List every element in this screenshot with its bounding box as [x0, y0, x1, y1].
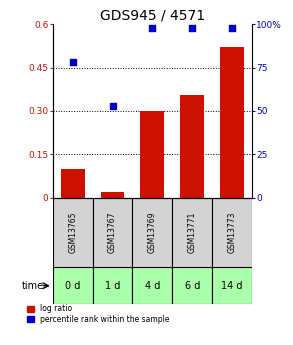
Text: GSM13771: GSM13771 — [188, 212, 197, 253]
Title: GDS945 / 4571: GDS945 / 4571 — [100, 9, 205, 23]
Text: GSM13773: GSM13773 — [228, 212, 236, 253]
Text: 14 d: 14 d — [221, 281, 243, 291]
Bar — [220, 47, 244, 198]
Text: 6 d: 6 d — [185, 281, 200, 291]
Bar — [53, 198, 93, 267]
Point — [150, 25, 155, 30]
Point — [70, 60, 75, 65]
Bar — [140, 111, 164, 198]
Bar — [180, 95, 204, 198]
Text: GSM13765: GSM13765 — [68, 212, 77, 253]
Bar — [212, 267, 252, 304]
Text: GSM13767: GSM13767 — [108, 212, 117, 253]
Bar — [100, 192, 125, 198]
Point — [110, 103, 115, 108]
Bar — [172, 198, 212, 267]
Bar — [53, 267, 93, 304]
Bar — [132, 267, 172, 304]
Text: time: time — [22, 281, 44, 291]
Legend: log ratio, percentile rank within the sample: log ratio, percentile rank within the sa… — [27, 304, 170, 324]
Bar — [93, 267, 132, 304]
Text: GSM13769: GSM13769 — [148, 212, 157, 253]
Bar — [132, 198, 172, 267]
Bar — [212, 198, 252, 267]
Text: 1 d: 1 d — [105, 281, 120, 291]
Text: 0 d: 0 d — [65, 281, 80, 291]
Bar — [61, 169, 85, 198]
Point — [230, 25, 234, 30]
Text: 4 d: 4 d — [145, 281, 160, 291]
Point — [190, 25, 195, 30]
Bar — [172, 267, 212, 304]
Bar — [93, 198, 132, 267]
